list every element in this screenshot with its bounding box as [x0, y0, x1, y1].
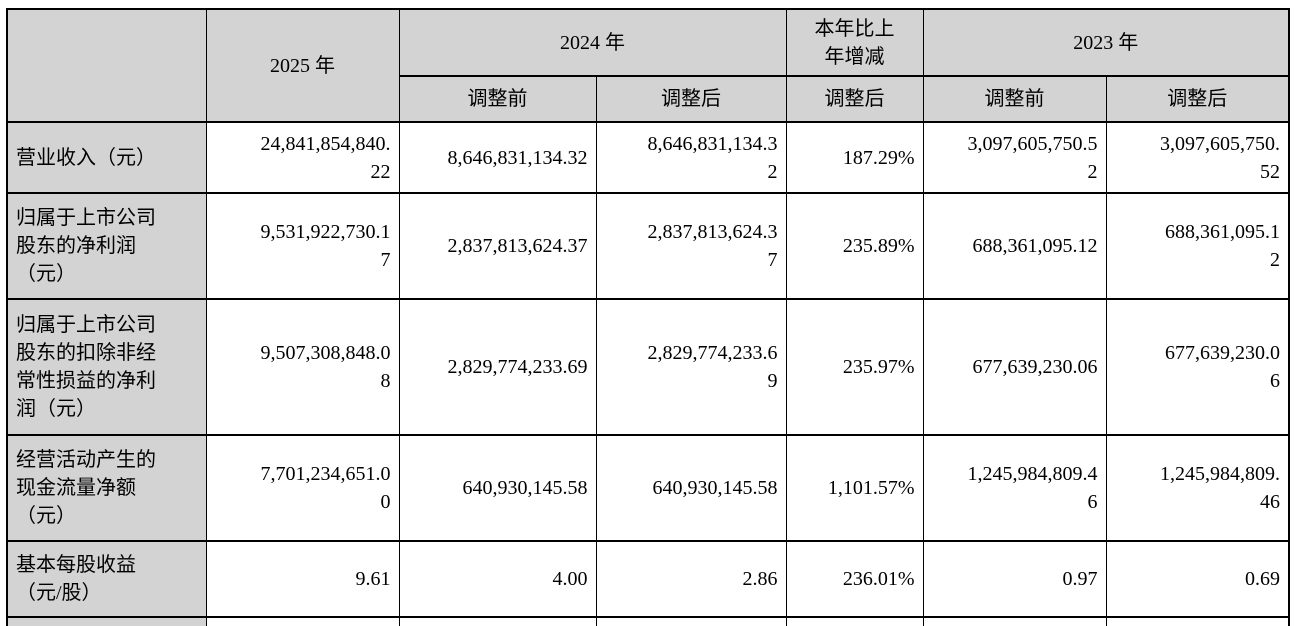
cell-2023-after: 677,639,230.0 6	[1105, 298, 1290, 436]
table-row-net-profit-excl-nonrecurring: 归属于上市公司 股东的扣除非经 常性损益的净利 润（元） 9,507,308,8…	[6, 298, 1290, 436]
cell-2024-after: 640,930,145.58	[595, 434, 787, 542]
subheader-2023-adjust-before: 调整前	[922, 75, 1107, 123]
cell-2025: 9,507,308,848.0 8	[205, 298, 400, 436]
cell-2024-after: 8,646,831,134.3 2	[595, 121, 787, 194]
cell-2024-after: 2.86	[595, 540, 787, 618]
cell-2024-before	[398, 616, 597, 626]
cell-2023-before: 1,245,984,809.4 6	[922, 434, 1107, 542]
cell-change: 1,101.57%	[785, 434, 924, 542]
cell-2023-after: 0.69	[1105, 540, 1290, 618]
cell-2024-before: 4.00	[398, 540, 597, 618]
cell-2024-before: 2,829,774,233.69	[398, 298, 597, 436]
cell-2024-after: 2,837,813,624.3 7	[595, 192, 787, 300]
cell-2023-after: 1,245,984,809. 46	[1105, 434, 1290, 542]
cell-2023-before: 3,097,605,750.5 2	[922, 121, 1107, 194]
cell-change: 187.29%	[785, 121, 924, 194]
cell-2023-before: 677,639,230.06	[922, 298, 1107, 436]
row-label-operating-cash-flow: 经营活动产生的 现金流量净额 （元）	[6, 434, 207, 542]
cell-2025: 24,841,854,840. 22	[205, 121, 400, 194]
cell-2024-before: 640,930,145.58	[398, 434, 597, 542]
subheader-2024-adjust-after: 调整后	[595, 75, 787, 123]
table-row-net-profit: 归属于上市公司 股东的净利润 （元） 9,531,922,730.1 7 2,8…	[6, 192, 1290, 300]
cell-2025: 7,701,234,651.0 0	[205, 434, 400, 542]
row-label-partial	[6, 616, 207, 626]
subheader-change-adjust-after: 调整后	[785, 75, 924, 123]
cell-2024-after: 2,829,774,233.6 9	[595, 298, 787, 436]
header-year-2023: 2023 年	[922, 8, 1290, 77]
subheader-2023-adjust-after: 调整后	[1105, 75, 1290, 123]
cell-2025	[205, 616, 400, 626]
cell-change: 236.01%	[785, 540, 924, 618]
subheader-2024-adjust-before: 调整前	[398, 75, 597, 123]
cell-2023-before	[922, 616, 1107, 626]
table-row-revenue: 营业收入（元） 24,841,854,840. 22 8,646,831,134…	[6, 121, 1290, 194]
cell-2023-before: 0.97	[922, 540, 1107, 618]
cell-2025: 9.61	[205, 540, 400, 618]
cell-2023-after	[1105, 616, 1290, 626]
cell-2023-after: 3,097,605,750. 52	[1105, 121, 1290, 194]
cell-2024-before: 8,646,831,134.32	[398, 121, 597, 194]
cell-2023-after: 688,361,095.1 2	[1105, 192, 1290, 300]
cell-change: 235.97%	[785, 298, 924, 436]
row-label-revenue: 营业收入（元）	[6, 121, 207, 194]
header-corner-cell	[6, 8, 207, 123]
cell-2025: 9,531,922,730.1 7	[205, 192, 400, 300]
row-label-basic-eps: 基本每股收益 （元/股）	[6, 540, 207, 618]
table-row-partial-clipped	[6, 616, 1290, 626]
table-row-basic-eps: 基本每股收益 （元/股） 9.61 4.00 2.86 236.01% 0.97…	[6, 540, 1290, 618]
cell-2024-after	[595, 616, 787, 626]
cell-2023-before: 688,361,095.12	[922, 192, 1107, 300]
header-year-2025: 2025 年	[205, 8, 400, 123]
row-label-net-profit: 归属于上市公司 股东的净利润 （元）	[6, 192, 207, 300]
header-change-yoy: 本年比上 年增减	[785, 8, 924, 77]
cell-change: 235.89%	[785, 192, 924, 300]
financial-summary-table: 2025 年 2024 年 本年比上 年增减 2023 年 调整前 调整后 调整…	[6, 8, 1290, 626]
header-year-2024: 2024 年	[398, 8, 787, 77]
cell-2024-before: 2,837,813,624.37	[398, 192, 597, 300]
table-row-operating-cash-flow: 经营活动产生的 现金流量净额 （元） 7,701,234,651.0 0 640…	[6, 434, 1290, 542]
cell-change	[785, 616, 924, 626]
row-label-net-profit-excl-nonrecurring: 归属于上市公司 股东的扣除非经 常性损益的净利 润（元）	[6, 298, 207, 436]
